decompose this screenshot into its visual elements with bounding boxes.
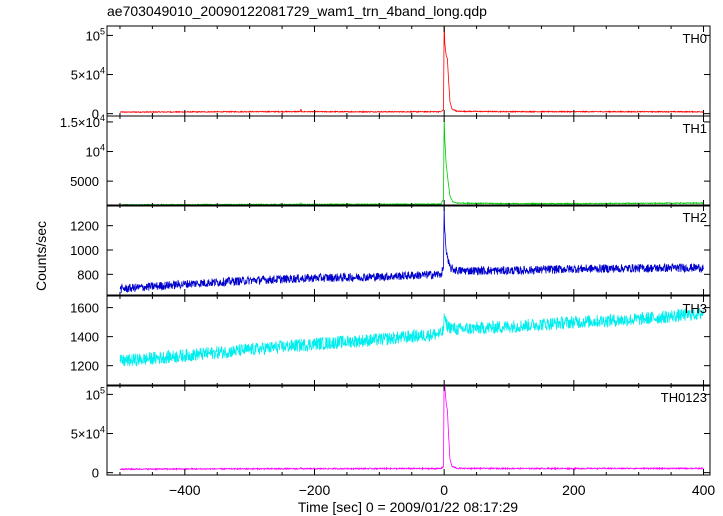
y-tick-label: 104 [86, 143, 105, 160]
y-tick-label: 1.5×104 [60, 113, 105, 130]
y-tick-label: 105 [86, 26, 105, 43]
y-tick-label: 105 [86, 385, 105, 402]
series-line-th3 [119, 307, 704, 367]
panels-group: 0 5×104 105 TH0 5000 104 1.5×104 TH1 800 1000 1200… [60, 25, 716, 498]
x-tick-label: 200 [562, 482, 586, 498]
panel-label-th1: TH1 [682, 121, 707, 136]
panel-th2: 800 1000 1200 TH2 [70, 204, 711, 296]
x-tick-label: −200 [299, 482, 331, 498]
panel-th3: 1200 1400 1600 TH3 [70, 295, 711, 387]
series-line-th0123 [119, 385, 704, 471]
y-tick-label: 1600 [70, 301, 99, 316]
x-tick-label: 400 [692, 482, 716, 498]
panel-frame [106, 25, 711, 117]
y-tick-label: 1400 [70, 330, 99, 345]
series-line-th2 [119, 206, 704, 294]
y-tick-label: 5×104 [71, 66, 105, 83]
panel-frame [106, 115, 711, 207]
y-tick-label: 0 [92, 107, 99, 122]
panel-th1: 5000 104 1.5×104 TH1 [60, 113, 711, 207]
y-tick-label: 800 [77, 267, 99, 282]
panel-th0: 0 5×104 105 TH0 [71, 25, 711, 122]
y-tick-label: 5000 [70, 174, 99, 189]
panel-th0123: 0 5×104 105 TH0123 [71, 384, 711, 481]
x-tick-label: −400 [169, 482, 201, 498]
y-tick-label: 0 [92, 466, 99, 481]
y-tick-label: 1200 [70, 359, 99, 374]
y-tick-label: 1200 [70, 219, 99, 234]
panel-label-th0: TH0 [682, 31, 707, 46]
panel-label-th3: TH3 [682, 301, 707, 316]
panel-label-th0123: TH0123 [661, 390, 707, 405]
x-axis-label: Time [sec] 0 = 2009/01/22 08:17:29 [298, 499, 518, 515]
panel-frame [106, 295, 711, 387]
series-line-th0 [119, 26, 704, 114]
panel-label-th2: TH2 [682, 210, 707, 225]
series-line-th1 [119, 118, 704, 206]
x-tick-label: 0 [440, 482, 448, 498]
panel-frame [106, 384, 711, 476]
y-tick-label: 5×104 [71, 425, 105, 442]
plot-title: ae703049010_20090122081729_wam1_trn_4ban… [107, 3, 487, 19]
y-axis-label: Counts/sec [33, 221, 49, 291]
y-tick-label: 1000 [70, 243, 99, 258]
